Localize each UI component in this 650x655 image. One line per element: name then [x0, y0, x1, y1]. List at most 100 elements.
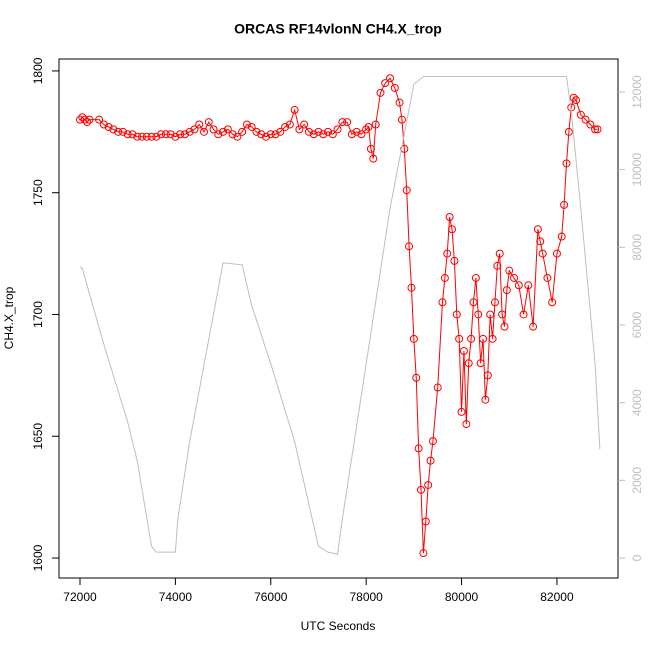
data-point [452, 310, 461, 319]
x-axis-label: UTC Seconds [301, 619, 376, 633]
data-point [199, 127, 208, 136]
data-point [369, 154, 378, 163]
data-point [591, 125, 600, 134]
data-point [564, 127, 573, 136]
data-point [457, 407, 466, 416]
x-tick-label: 82000 [540, 590, 574, 604]
data-point [83, 118, 92, 127]
data-point [562, 159, 571, 168]
data-point [586, 120, 595, 129]
data-point [328, 130, 337, 139]
data-point [304, 127, 313, 136]
data-point [471, 273, 480, 282]
data-point [309, 130, 318, 139]
data-point [469, 298, 478, 307]
data-point [474, 310, 483, 319]
data-point [223, 125, 232, 134]
data-point [319, 130, 328, 139]
data-point [495, 249, 504, 258]
y2-tick-label: 10000 [630, 153, 644, 187]
data-point [366, 144, 375, 153]
data-point [364, 122, 373, 131]
data-point [505, 266, 514, 275]
data-point [538, 249, 547, 258]
data-point [147, 132, 156, 141]
data-point [371, 120, 380, 129]
data-point [281, 122, 290, 131]
data-point [407, 283, 416, 292]
plot-frame [58, 58, 619, 579]
y2-tick-label: 8000 [630, 234, 644, 261]
data-point [426, 456, 435, 465]
data-point [352, 127, 361, 136]
data-point [99, 120, 108, 129]
data-point [118, 127, 127, 136]
data-point [524, 281, 533, 290]
data-point [390, 83, 399, 92]
data-point [228, 130, 237, 139]
data-point [238, 127, 247, 136]
data-point [498, 310, 507, 319]
data-point [412, 373, 421, 382]
y-tick-label: 1650 [31, 423, 45, 450]
data-point [338, 118, 347, 127]
data-point [357, 130, 366, 139]
data-point [419, 549, 428, 558]
data-point [476, 359, 485, 368]
data-point [514, 281, 523, 290]
data-point [481, 395, 490, 404]
data-point [271, 130, 280, 139]
data-point [180, 130, 189, 139]
data-point [448, 225, 457, 234]
data-point [576, 110, 585, 119]
data-point [343, 118, 352, 127]
data-point [190, 125, 199, 134]
series-line [79, 75, 601, 555]
data-point [242, 120, 251, 129]
y2-tick-label: 6000 [630, 311, 644, 338]
data-point [95, 115, 104, 124]
data-point [195, 120, 204, 129]
data-point [569, 93, 578, 102]
data-point [314, 127, 323, 136]
x-tick-label: 74000 [159, 590, 193, 604]
data-point [533, 225, 542, 234]
y2-tick-label: 12000 [630, 75, 644, 109]
data-point [445, 213, 454, 222]
data-point [204, 118, 213, 127]
chart-title: ORCAS RF14vlonN CH4.X_trop [234, 21, 442, 37]
data-point [386, 74, 395, 83]
data-point [362, 125, 371, 134]
data-point [560, 200, 569, 209]
data-point [395, 98, 404, 107]
data-point [262, 132, 271, 141]
data-point [443, 249, 452, 258]
data-point [400, 144, 409, 153]
data-point [479, 334, 488, 343]
data-point [581, 115, 590, 124]
data-point [414, 444, 423, 453]
data-point [157, 130, 166, 139]
data-point [488, 334, 497, 343]
data-point [397, 115, 406, 124]
data-point [483, 371, 492, 380]
data-point [376, 88, 385, 97]
data-point [276, 127, 285, 136]
data-point [247, 122, 256, 131]
data-point [557, 232, 566, 241]
data-point [109, 125, 118, 134]
data-point [462, 420, 471, 429]
data-point [417, 485, 426, 494]
data-point [490, 298, 499, 307]
data-point [185, 127, 194, 136]
data-point [295, 125, 304, 134]
data-point [519, 310, 528, 319]
data-point [450, 256, 459, 265]
data-point [493, 261, 502, 270]
data-point [114, 127, 123, 136]
data-point [152, 132, 161, 141]
data-point [486, 310, 495, 319]
data-point [464, 359, 473, 368]
data-point [433, 383, 442, 392]
